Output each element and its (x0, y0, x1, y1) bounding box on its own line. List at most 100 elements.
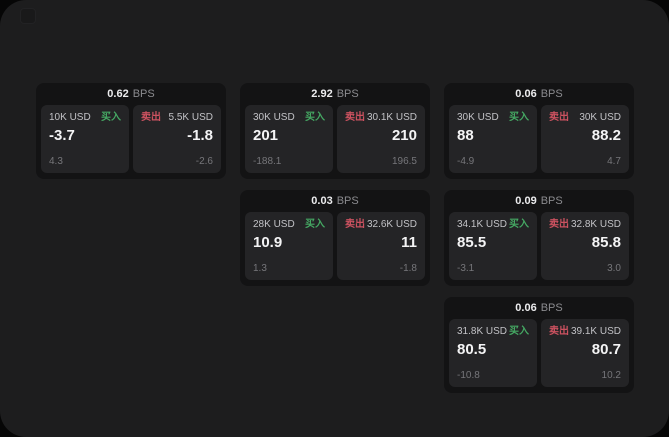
sell-tile[interactable]: 卖出 32.6K USD 11 -1.8 (337, 212, 425, 280)
buy-sell-panels: 31.8K USD 买入 80.5 -10.8 卖出 39.1K USD 80.… (449, 319, 629, 387)
sell-price: 210 (391, 127, 417, 144)
bps-value: 0.06 (515, 88, 537, 100)
quote-card: 2.92 BPS 30K USD 买入 201 -188.1 卖出 30.1K … (240, 83, 430, 179)
buy-tile[interactable]: 30K USD 买入 88 -4.9 (449, 105, 537, 173)
sell-amount-label: 5.5K USD (168, 112, 213, 123)
sell-side-badge: 卖出 (549, 219, 569, 230)
sell-tile-top: 卖出 5.5K USD (141, 112, 213, 124)
buy-side-badge: 买入 (305, 112, 325, 123)
buy-amount-label: 34.1K USD (457, 219, 508, 230)
buy-tile-top: 34.1K USD 买入 (457, 219, 529, 231)
buy-delta: -188.1 (253, 156, 282, 167)
bps-unit-label: BPS (540, 302, 563, 314)
buy-tile[interactable]: 31.8K USD 买入 80.5 -10.8 (449, 319, 537, 387)
sell-delta: 10.2 (601, 370, 621, 381)
buy-side-badge: 买入 (101, 112, 121, 123)
quote-card: 0.06 BPS 30K USD 买入 88 -4.9 卖出 30K USD 8… (444, 83, 634, 179)
buy-side-badge: 买入 (509, 112, 529, 123)
sell-side-badge: 卖出 (141, 112, 161, 123)
quote-card: 0.62 BPS 10K USD 买入 -3.7 4.3 卖出 5.5K USD… (36, 83, 226, 179)
sell-side-badge: 卖出 (345, 112, 365, 123)
sell-side-badge: 卖出 (549, 112, 569, 123)
card-header: 0.06 BPS (449, 83, 629, 105)
buy-tile-top: 10K USD 买入 (49, 112, 121, 124)
sell-amount-label: 39.1K USD (570, 326, 621, 337)
card-header: 0.62 BPS (41, 83, 221, 105)
buy-sell-panels: 10K USD 买入 -3.7 4.3 卖出 5.5K USD -1.8 -2.… (41, 105, 221, 173)
buy-sell-panels: 28K USD 买入 10.9 1.3 卖出 32.6K USD 11 -1.8 (245, 212, 425, 280)
buy-delta: 1.3 (253, 263, 267, 274)
quote-card: 0.06 BPS 31.8K USD 买入 80.5 -10.8 卖出 39.1… (444, 297, 634, 393)
buy-tile[interactable]: 34.1K USD 买入 85.5 -3.1 (449, 212, 537, 280)
buy-amount-label: 31.8K USD (457, 326, 508, 337)
buy-delta: -4.9 (457, 156, 475, 167)
bps-unit-label: BPS (132, 88, 155, 100)
buy-sell-panels: 30K USD 买入 201 -188.1 卖出 30.1K USD 210 1… (245, 105, 425, 173)
buy-side-badge: 买入 (509, 326, 529, 337)
buy-tile-top: 30K USD 买入 (457, 112, 529, 124)
card-header: 2.92 BPS (245, 83, 425, 105)
buy-amount-label: 30K USD (253, 112, 295, 123)
bps-value: 0.62 (107, 88, 129, 100)
card-header: 0.03 BPS (245, 190, 425, 212)
sell-tile[interactable]: 卖出 30.1K USD 210 196.5 (337, 105, 425, 173)
sell-amount-label: 32.6K USD (366, 219, 417, 230)
buy-delta: 4.3 (49, 156, 63, 167)
sell-price: 80.7 (591, 341, 621, 358)
bps-value: 2.92 (311, 88, 333, 100)
buy-tile[interactable]: 28K USD 买入 10.9 1.3 (245, 212, 333, 280)
buy-price: 201 (253, 127, 279, 144)
sell-tile[interactable]: 卖出 39.1K USD 80.7 10.2 (541, 319, 629, 387)
sell-delta: 4.7 (607, 156, 621, 167)
buy-tile-top: 31.8K USD 买入 (457, 326, 529, 338)
buy-delta: -10.8 (457, 370, 480, 381)
buy-delta: -3.1 (457, 263, 475, 274)
sell-side-badge: 卖出 (345, 219, 365, 230)
buy-price: 88 (457, 127, 474, 144)
sell-amount-label: 30.1K USD (366, 112, 417, 123)
bps-unit-label: BPS (540, 88, 563, 100)
buy-tile-top: 28K USD 买入 (253, 219, 325, 231)
sell-delta: 3.0 (607, 263, 621, 274)
sell-delta: -2.6 (195, 156, 213, 167)
buy-tile-top: 30K USD 买入 (253, 112, 325, 124)
sell-price: 88.2 (591, 127, 621, 144)
sell-tile-top: 卖出 39.1K USD (549, 326, 621, 338)
sell-price: -1.8 (187, 127, 213, 144)
card-header: 0.06 BPS (449, 297, 629, 319)
sell-tile[interactable]: 卖出 5.5K USD -1.8 -2.6 (133, 105, 221, 173)
buy-price: 10.9 (253, 234, 283, 251)
sell-tile[interactable]: 卖出 30K USD 88.2 4.7 (541, 105, 629, 173)
buy-amount-label: 28K USD (253, 219, 295, 230)
buy-side-badge: 买入 (509, 219, 529, 230)
sell-tile-top: 卖出 30K USD (549, 112, 621, 124)
buy-price: -3.7 (49, 127, 75, 144)
buy-side-badge: 买入 (305, 219, 325, 230)
sell-price: 11 (401, 234, 417, 251)
bps-unit-label: BPS (336, 88, 359, 100)
sell-amount-label: 30K USD (579, 112, 621, 123)
quote-card: 0.09 BPS 34.1K USD 买入 85.5 -3.1 卖出 32.8K… (444, 190, 634, 286)
buy-price: 80.5 (457, 341, 487, 358)
buy-tile[interactable]: 10K USD 买入 -3.7 4.3 (41, 105, 129, 173)
sell-price: 85.8 (591, 234, 621, 251)
card-header: 0.09 BPS (449, 190, 629, 212)
sell-tile[interactable]: 卖出 32.8K USD 85.8 3.0 (541, 212, 629, 280)
buy-price: 85.5 (457, 234, 487, 251)
bps-unit-label: BPS (540, 195, 563, 207)
buy-sell-panels: 30K USD 买入 88 -4.9 卖出 30K USD 88.2 4.7 (449, 105, 629, 173)
sell-tile-top: 卖出 32.6K USD (345, 219, 417, 231)
buy-tile[interactable]: 30K USD 买入 201 -188.1 (245, 105, 333, 173)
buy-amount-label: 10K USD (49, 112, 91, 123)
buy-amount-label: 30K USD (457, 112, 499, 123)
sell-delta: -1.8 (399, 263, 417, 274)
sell-amount-label: 32.8K USD (570, 219, 621, 230)
sell-tile-top: 卖出 32.8K USD (549, 219, 621, 231)
buy-sell-panels: 34.1K USD 买入 85.5 -3.1 卖出 32.8K USD 85.8… (449, 212, 629, 280)
bps-unit-label: BPS (336, 195, 359, 207)
sell-side-badge: 卖出 (549, 326, 569, 337)
sell-tile-top: 卖出 30.1K USD (345, 112, 417, 124)
sell-delta: 196.5 (391, 156, 417, 167)
app-menu-icon[interactable] (20, 8, 36, 24)
